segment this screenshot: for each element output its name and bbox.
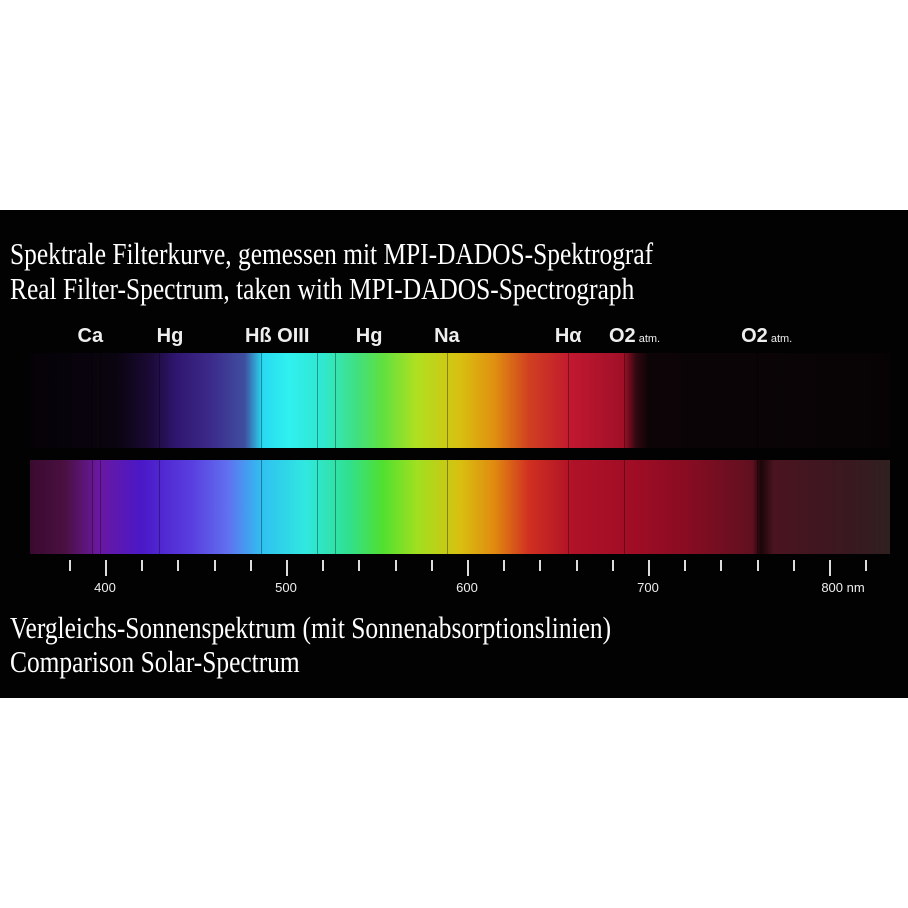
element-label: O2 atm. — [609, 325, 660, 348]
minor-tick — [865, 560, 868, 571]
element-label-main: Hα — [554, 325, 582, 347]
element-label: O2 atm. — [741, 325, 792, 348]
absorption-line — [624, 353, 626, 448]
tick-label: 400 — [94, 580, 116, 595]
absorption-line — [447, 353, 449, 448]
absorption-line — [756, 353, 758, 448]
absorption-line — [159, 460, 161, 554]
element-label: Hα — [555, 325, 582, 348]
major-tick — [286, 560, 288, 576]
element-label-main: Hß OIII — [244, 325, 310, 347]
minor-tick — [575, 560, 578, 571]
element-label: Na — [434, 325, 460, 348]
minor-tick — [177, 560, 180, 571]
minor-tick — [394, 560, 397, 571]
major-tick — [648, 560, 650, 576]
absorption-line — [99, 460, 101, 554]
minor-tick — [720, 560, 723, 571]
absorption-line — [568, 353, 570, 448]
element-label-main: Hg — [156, 325, 184, 347]
major-tick — [829, 560, 831, 576]
title-english: Real Filter-Spectrum, taken with MPI-DAD… — [10, 271, 635, 306]
caption-german: Vergleichs-Sonnenspektrum (mit Sonnenabs… — [10, 610, 612, 645]
title-german: Spektrale Filterkurve, gemessen mit MPI-… — [10, 236, 654, 271]
element-label: Hß OIII — [245, 325, 309, 348]
element-label-main: Ca — [77, 325, 104, 347]
minor-tick — [792, 560, 795, 571]
absorption-line — [756, 460, 758, 554]
filter-spectrum-band — [30, 353, 890, 448]
absorption-line — [260, 353, 262, 448]
element-label-sub: atm. — [635, 333, 661, 345]
absorption-line — [334, 460, 336, 554]
major-tick — [467, 560, 469, 576]
element-label-main: Na — [434, 325, 460, 347]
major-tick — [105, 560, 107, 576]
absorption-line — [159, 353, 161, 448]
tick-label: 800 nm — [821, 580, 865, 595]
element-label-main: Hg — [355, 325, 383, 347]
spectrum-panel: Spektrale Filterkurve, gemessen mit MPI-… — [0, 210, 908, 698]
minor-tick — [68, 560, 71, 571]
element-label: Hg — [356, 325, 383, 348]
tick-label: 600 — [456, 580, 478, 595]
minor-tick — [249, 560, 252, 571]
absorption-line — [99, 353, 101, 448]
tick-label: 500 — [275, 580, 297, 595]
minor-tick — [684, 560, 687, 571]
minor-tick — [611, 560, 614, 571]
absorption-line — [334, 353, 336, 448]
minor-tick — [503, 560, 506, 571]
absorption-line — [92, 353, 94, 448]
element-label: Ca — [78, 325, 104, 348]
absorption-line — [447, 460, 449, 554]
element-label-main: O2 — [741, 325, 768, 347]
minor-tick — [213, 560, 216, 571]
element-label-main: O2 — [608, 325, 636, 347]
minor-tick — [358, 560, 361, 571]
absorption-line — [624, 460, 626, 554]
absorption-line — [260, 460, 262, 554]
element-label: Hg — [157, 325, 184, 348]
absorption-line — [92, 460, 94, 554]
tick-label: 700 — [637, 580, 659, 595]
element-label-sub: atm. — [767, 333, 793, 345]
absorption-line — [316, 353, 318, 448]
minor-tick — [430, 560, 433, 571]
solar-spectrum-band — [30, 460, 890, 554]
minor-tick — [141, 560, 144, 571]
absorption-line — [568, 460, 570, 554]
absorption-line — [316, 460, 318, 554]
minor-tick — [322, 560, 325, 571]
minor-tick — [756, 560, 759, 571]
minor-tick — [539, 560, 542, 571]
caption-english: Comparison Solar-Spectrum — [10, 644, 300, 679]
